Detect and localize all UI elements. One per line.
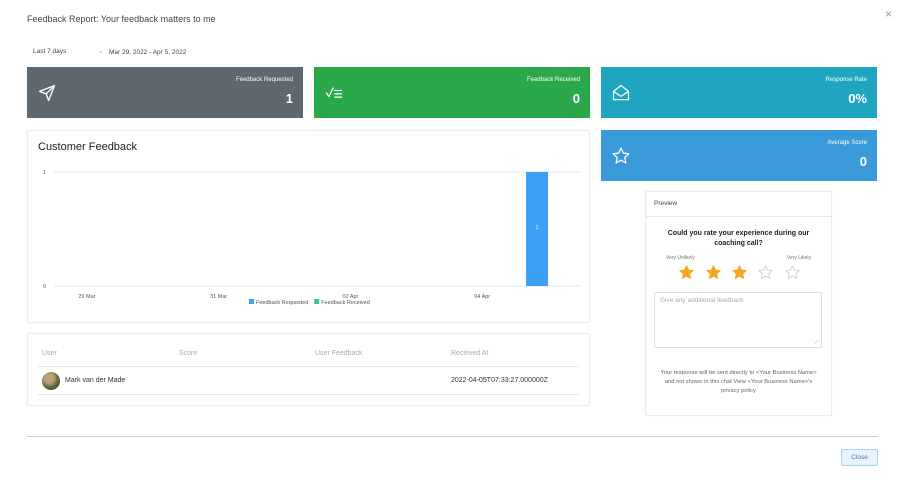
feedback-placeholder: Give any additional feedback [660, 297, 744, 304]
open-envelope-icon [612, 84, 630, 100]
rating-low-label: Very Unlikely [666, 255, 695, 261]
stat-card-feedback-requested: Feedback Requested 1 [27, 67, 303, 118]
star-filled-icon[interactable] [678, 264, 695, 281]
y-tick-label: 1 [43, 170, 46, 176]
modal-title: Feedback Report: Your feedback matters t… [27, 14, 216, 24]
table-divider [38, 394, 579, 395]
checklist-icon [325, 86, 343, 98]
preview-panel: Preview Could you rate your experience d… [645, 191, 832, 416]
rating-high-label: Very Likely [786, 255, 811, 261]
chevron-down-icon: ⌄ [97, 49, 103, 55]
stat-card-value: 0 [572, 91, 580, 106]
column-header-user-feedback: User Feedback [315, 350, 363, 357]
row-received-at: 2022-04-05T07:33:27.000000Z [451, 377, 548, 384]
stat-card-average-score: Average Score 0 [601, 130, 877, 181]
star-filled-icon[interactable] [705, 264, 722, 281]
star-filled-icon[interactable] [731, 264, 748, 281]
bar-data-label: 1 [536, 225, 539, 231]
row-user-name: Mark van der Made [65, 377, 126, 384]
legend-swatch [314, 299, 320, 304]
column-header-received-at: Received At [451, 350, 489, 357]
x-tick-label: 04 Apr [474, 294, 490, 300]
column-header-score: Score [179, 350, 198, 357]
close-button[interactable]: Close [841, 449, 878, 466]
privacy-note: Your response will be sent directly to <… [660, 370, 817, 394]
send-icon [38, 84, 56, 101]
preview-question: Could you rate your experience during ou… [667, 230, 810, 247]
star-outline-icon[interactable] [784, 264, 801, 281]
close-icon[interactable]: × [885, 7, 893, 21]
stat-card-label: Feedback Requested [235, 77, 293, 83]
avatar [42, 372, 60, 390]
y-tick-label: 0 [43, 284, 46, 290]
customer-feedback-panel: Customer Feedback 0 1 1 29 Mar 31 Mar 02 Apr 0… [27, 130, 590, 323]
stat-card-label: Response Rate [825, 77, 867, 83]
stat-card-feedback-received: Feedback Received 0 [314, 67, 590, 118]
table-divider [38, 366, 579, 367]
feedback-table: User Score User Feedback Received At Mar… [27, 333, 590, 406]
stat-card-response-rate: Response Rate 0% [601, 67, 877, 118]
bar [526, 172, 549, 286]
additional-feedback-textarea[interactable]: Give any additional feedback ⟋ [654, 292, 822, 348]
footer-divider [27, 436, 878, 437]
preview-header: Preview [654, 200, 678, 207]
legend-label: Feedback Requested [256, 300, 308, 306]
column-header-user: User [42, 350, 57, 357]
star-outline-icon[interactable] [757, 264, 774, 281]
legend-swatch [249, 299, 254, 304]
legend-label: Feedback Received [321, 300, 370, 306]
x-tick-label: 31 Mar [210, 294, 227, 300]
stat-card-value: 0 [859, 154, 867, 169]
stat-card-value: 0% [848, 91, 867, 106]
star-outline-icon [612, 146, 630, 164]
date-range-select[interactable]: Last 7 days ⌄ [33, 48, 103, 55]
preview-divider [646, 216, 831, 217]
chart-title: Customer Feedback [38, 141, 138, 153]
customer-feedback-chart: 0 1 1 29 Mar 31 Mar 02 Apr 04 Apr Feedback Requ… [43, 170, 581, 306]
date-range-select-value: Last 7 days [33, 48, 67, 55]
date-range-text: Mar 29, 2022 - Apr 5, 2022 [109, 49, 187, 56]
stat-card-value: 1 [285, 91, 293, 106]
stat-card-label: Feedback Received [526, 77, 580, 83]
x-tick-label: 02 Apr [342, 294, 358, 300]
x-tick-label: 29 Mar [78, 294, 95, 300]
resize-handle-icon[interactable]: ⟋ [814, 340, 819, 346]
stat-card-label: Average Score [827, 140, 867, 146]
